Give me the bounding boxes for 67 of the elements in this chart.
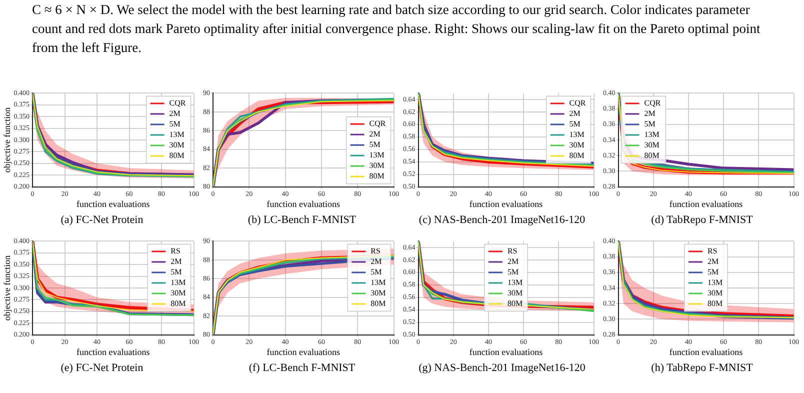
legend-label: 5M [369, 140, 380, 150]
x-axis-title: function evaluations [266, 346, 340, 357]
legend-label: RS [507, 246, 518, 256]
legend-label: 13M [569, 130, 584, 140]
legend-label: 2M [644, 109, 656, 118]
legend-label: 30M [707, 288, 723, 298]
legend-label: 30M [507, 288, 523, 298]
legend-label: 80M [170, 299, 186, 308]
legend-label: CQR [369, 119, 386, 128]
legend-label: 2M [169, 109, 180, 118]
legend-label: 80M [169, 151, 184, 160]
legend-label: 5M [569, 120, 580, 129]
x-axis-title: function evaluations [669, 346, 744, 357]
legend-label: 2M [170, 257, 182, 266]
legend-label: 30M [569, 140, 584, 150]
x-axis-title: function evaluations [669, 198, 744, 209]
x-axis-title: function evaluations [469, 198, 544, 209]
legend-label: CQR [169, 98, 186, 108]
text: (c) NAS-Bench-201 ImageNet16-120 [418, 214, 586, 226]
legend-label: 2M [707, 257, 719, 266]
legend-label: 30M [369, 161, 384, 170]
legend-label: 2M [507, 257, 519, 266]
legend-label: 13M [370, 278, 386, 288]
legend-label: 5M [370, 268, 382, 277]
legend-label: 5M [507, 268, 519, 277]
legend-label: 13M [644, 130, 660, 140]
legend-label: 13M [507, 278, 523, 288]
legend-label: 30M [644, 140, 660, 150]
x-axis-title: function evaluations [76, 346, 150, 357]
legend-label: 30M [370, 288, 386, 298]
x-axis-title: function evaluations [469, 346, 544, 357]
text: (b) LC-Bench F-MNIST [246, 214, 358, 226]
legend-label: 13M [170, 278, 186, 288]
legend-label: RS [370, 246, 380, 256]
legend-label: 5M [707, 268, 719, 277]
x-axis-title: function evaluations [266, 198, 340, 209]
legend-label: CQR [644, 98, 662, 108]
text: (f) LC-Bench F-MNIST [248, 362, 356, 374]
legend-label: RS [707, 246, 718, 256]
legend-label: 5M [644, 120, 656, 129]
legend-label: RS [170, 246, 180, 256]
legend-label: 2M [569, 109, 580, 118]
legend-label: 80M [569, 151, 584, 160]
y-axis-title: objective function [2, 106, 12, 173]
legend-label: 5M [170, 268, 182, 277]
legend-label: 80M [644, 151, 660, 160]
text: (a) FC-Net Protein [60, 214, 144, 226]
legend-label: 13M [169, 130, 184, 140]
legend-label: 80M [507, 299, 523, 308]
text: C ≈ 6 × N × D. We select the model with the best learning rate and batch size according to our grid search. Color indicates parameter count and red dots mark Pareto optimality after initial convergence phase. Right: Shows our scaling-law fit on the Pareto optimal point from the left Figure. [32, 1, 762, 57]
legend-label: 2M [370, 257, 382, 266]
legend-label: 30M [169, 140, 184, 150]
legend-label: 13M [369, 150, 384, 160]
legend-label: 13M [707, 278, 723, 288]
text: (e) FC-Net Protein [60, 362, 144, 374]
legend-label: 5M [169, 120, 180, 129]
x-axis-title: function evaluations [76, 198, 150, 209]
text: (d) TabRepo F-MNIST [650, 214, 754, 226]
y-axis-title: objective function [2, 254, 12, 321]
legend-label: CQR [569, 98, 586, 108]
legend-label: 80M [707, 299, 723, 308]
text: (g) NAS-Bench-201 ImageNet16-120 [418, 362, 586, 374]
legend-label: 30M [170, 288, 186, 298]
text: (h) TabRepo F-MNIST [650, 362, 754, 374]
legend-label: 80M [369, 172, 384, 181]
legend-label: 80M [370, 299, 386, 308]
legend-label: 2M [369, 130, 380, 139]
